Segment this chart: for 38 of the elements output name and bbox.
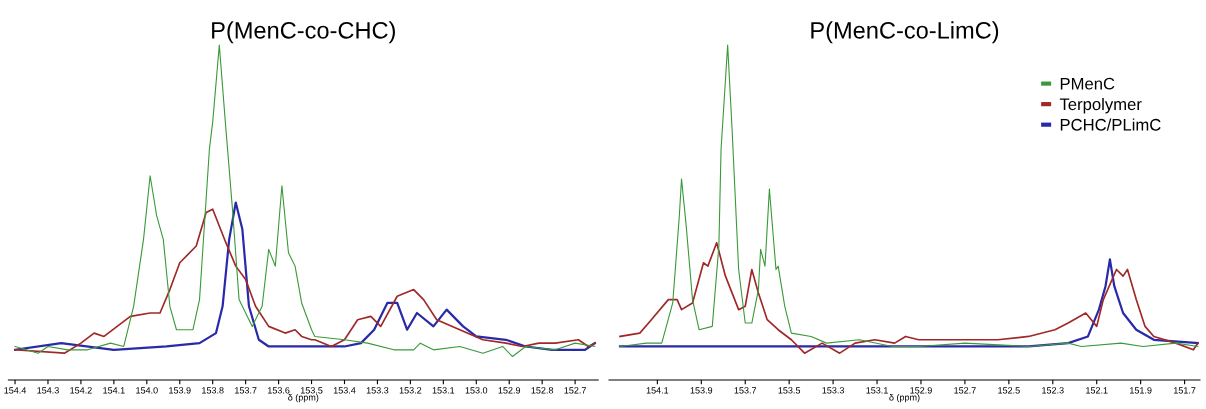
legend-label: PMenC (1060, 77, 1115, 90)
chart-title: P(MenC-co-LimC) (811, 21, 999, 44)
x-tick-label: 153.9 (169, 387, 191, 394)
x-tick-label: 152.1 (1086, 387, 1108, 394)
x-tick-label: 153.1 (866, 387, 888, 394)
x-tick-label: 152.5 (998, 387, 1020, 394)
x-tick-label: 153.7 (734, 387, 757, 394)
x-tick-label: 152.7 (954, 387, 976, 394)
x-tick-label: 154.3 (37, 387, 59, 394)
x-tick-label: 154.1 (103, 387, 125, 394)
x-tick-label: 154.2 (70, 387, 92, 394)
x-tick-label: 154.4 (4, 387, 27, 394)
x-tick-label: 151.7 (1173, 387, 1196, 394)
x-tick-label: 153.1 (432, 387, 455, 394)
x-tick-label: 152.9 (910, 387, 932, 394)
x-axis-title: δ (ppm) (288, 393, 319, 403)
legend-label: Terpolymer (1059, 97, 1142, 114)
x-tick-label: 153.8 (202, 387, 224, 394)
x-tick-label: 153.3 (822, 387, 844, 394)
x-tick-label: 152.8 (531, 387, 554, 394)
x-tick-label: 153.5 (300, 387, 323, 394)
x-tick-label: 153.7 (235, 387, 257, 394)
x-tick-label: 153.9 (690, 387, 713, 394)
x-tick-label: 152.9 (498, 387, 521, 394)
x-tick-label: 154.1 (646, 387, 669, 394)
x-tick-label: 153.0 (465, 387, 488, 394)
x-axis-title: δ (ppm) (889, 393, 920, 403)
x-tick-label: 153.2 (399, 387, 422, 394)
x-tick-label: 153.3 (366, 387, 389, 394)
x-tick-label: 154.0 (136, 387, 158, 394)
x-tick-label: 152.3 (1042, 387, 1064, 394)
x-tick-label: 152.7 (564, 387, 586, 394)
chart-title: P(MenC-co-CHC) (212, 21, 395, 44)
x-tick-label: 153.5 (778, 387, 801, 394)
x-tick-label: 151.9 (1130, 387, 1152, 394)
x-tick-label: 153.6 (267, 387, 290, 394)
x-tick-label: 153.4 (333, 387, 356, 394)
legend-label: PCHC/PLimC (1060, 118, 1161, 131)
